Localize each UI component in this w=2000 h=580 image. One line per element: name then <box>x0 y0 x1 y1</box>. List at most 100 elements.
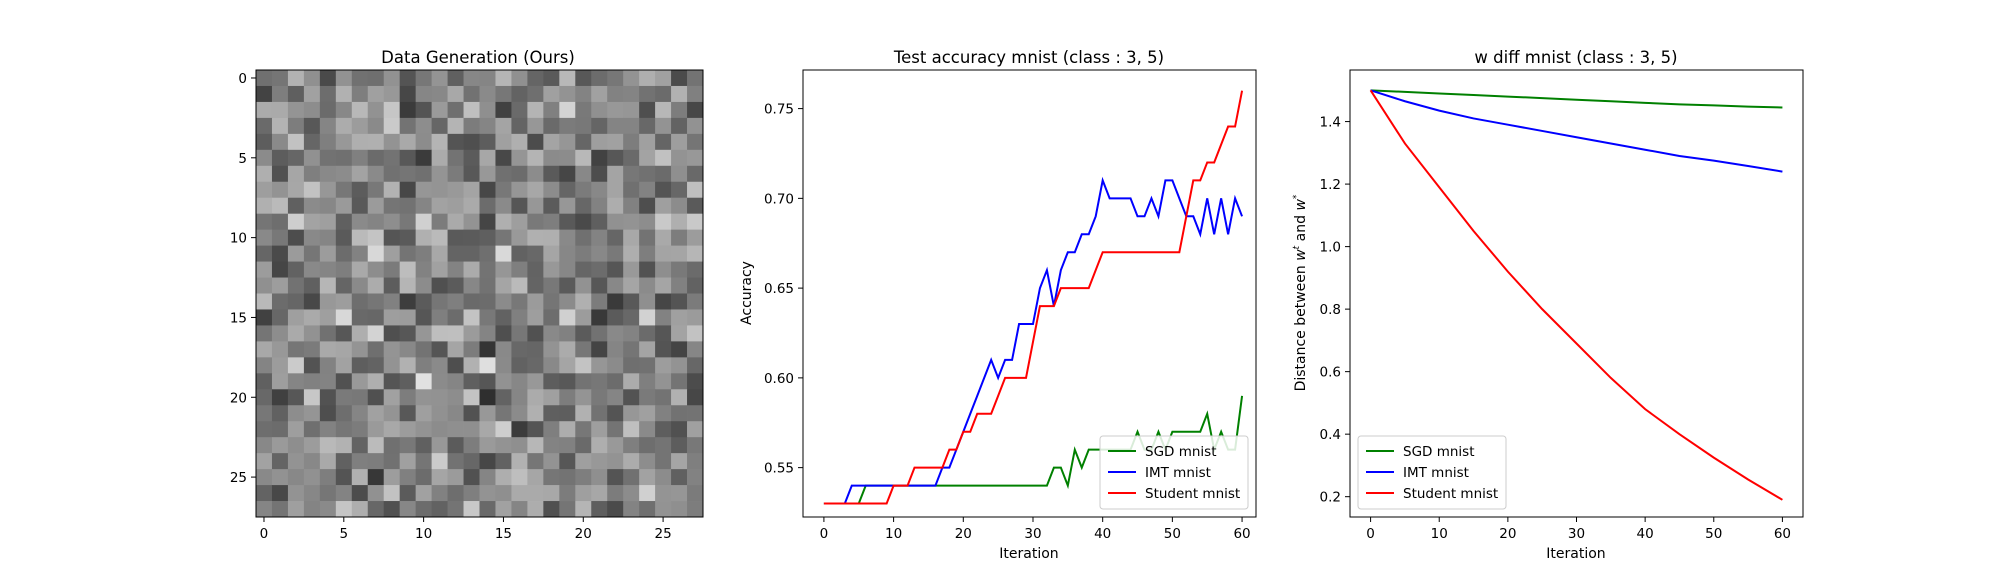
accuracy-series-student-mnist <box>823 90 1244 505</box>
heatmap-cell <box>527 85 544 103</box>
heatmap-cell <box>495 437 512 454</box>
heatmap-cell <box>319 85 337 103</box>
heatmap-cell <box>543 197 560 215</box>
heatmap-cell <box>367 197 385 215</box>
heatmap-cell <box>687 501 704 518</box>
heatmap-cell <box>543 325 560 342</box>
heatmap-cell <box>351 229 369 246</box>
heatmap-cell <box>543 181 560 199</box>
heatmap-cell <box>495 341 512 358</box>
wdiff-ytick-label: 0.6 <box>1320 365 1341 381</box>
heatmap-cell <box>671 70 688 87</box>
heatmap-cell <box>447 485 464 502</box>
heatmap-cell <box>527 245 544 262</box>
heatmap-cell <box>351 373 369 390</box>
heatmap-cell <box>607 70 624 87</box>
heatmap-cell <box>575 101 592 119</box>
heatmap-cell <box>463 197 480 215</box>
heatmap-cell <box>335 341 353 358</box>
accuracy-xtick-label: 50 <box>1164 526 1181 542</box>
heatmap-cell <box>367 357 385 374</box>
heatmap-cell <box>511 501 528 518</box>
heatmap-cell <box>511 261 528 278</box>
heatmap-cell <box>256 85 273 103</box>
heatmap-cell <box>479 437 496 454</box>
heatmap-cell <box>607 229 624 246</box>
heatmap-cell <box>447 469 464 486</box>
heatmap-cell <box>319 469 337 486</box>
heatmap-cell <box>559 101 576 119</box>
heatmap-cell <box>639 213 656 231</box>
accuracy-xtick-label: 60 <box>1233 526 1250 542</box>
heatmap-cell <box>383 293 401 310</box>
heatmap-cell <box>367 405 385 422</box>
heatmap-cell <box>463 373 480 390</box>
heatmap-cell <box>367 341 385 358</box>
heatmap-cell <box>383 469 401 486</box>
heatmap-cell <box>335 469 353 486</box>
heatmap-cell <box>607 389 624 406</box>
heatmap-cell <box>671 501 688 518</box>
heatmap-cell <box>399 485 417 502</box>
heatmap-cell <box>447 357 464 374</box>
heatmap-cell <box>351 245 369 262</box>
heatmap-cell <box>303 229 321 246</box>
heatmap-cell <box>687 149 704 167</box>
heatmap-cell <box>287 165 305 183</box>
wdiff-ytick-label: 0.4 <box>1320 427 1341 443</box>
heatmap-cell <box>495 389 512 406</box>
heatmap-panel: Data Generation (Ours) 0 5 10 15 20 25 0 5 10 15 2… <box>230 48 704 542</box>
heatmap-cell <box>303 101 321 119</box>
heatmap-cell <box>527 117 544 135</box>
heatmap-cell <box>415 70 432 87</box>
heatmap-cell <box>687 389 704 406</box>
heatmap-cell <box>271 277 289 294</box>
heatmap-cell <box>256 277 273 294</box>
wdiff-series-student-mnist <box>1369 89 1783 501</box>
heatmap-cell <box>495 85 512 103</box>
heatmap-cell <box>463 133 480 151</box>
heatmap-cell <box>687 117 704 135</box>
heatmap-cell <box>351 133 369 151</box>
heatmap-cell <box>671 245 688 262</box>
heatmap-cell <box>591 373 608 390</box>
heatmap-cell <box>559 197 576 215</box>
heatmap-cell <box>543 485 560 502</box>
heatmap-cell <box>543 389 560 406</box>
heatmap-cell <box>383 325 401 342</box>
heatmap-cell <box>495 117 512 135</box>
heatmap-cell <box>256 261 273 278</box>
heatmap-cell <box>623 453 640 470</box>
heatmap-cell <box>591 229 608 246</box>
heatmap-cell <box>256 181 273 199</box>
heatmap-cell <box>447 197 464 215</box>
heatmap-cell <box>415 181 432 199</box>
heatmap-cell <box>415 197 432 215</box>
heatmap-cell <box>463 117 480 135</box>
heatmap-cell <box>559 133 576 151</box>
heatmap-cell <box>319 165 337 183</box>
heatmap-cell <box>319 421 337 438</box>
heatmap-cell <box>687 101 704 119</box>
heatmap-cell <box>256 501 273 518</box>
heatmap-cell <box>256 421 273 438</box>
heatmap-cell <box>591 85 608 103</box>
heatmap-cell <box>383 101 401 119</box>
heatmap-cell <box>591 133 608 151</box>
heatmap-title: Data Generation (Ours) <box>381 48 575 67</box>
heatmap-cell <box>479 165 496 183</box>
heatmap-cell <box>671 469 688 486</box>
heatmap-cell <box>543 341 560 358</box>
heatmap-cell <box>319 117 337 135</box>
heatmap-cell <box>527 437 544 454</box>
heatmap-cell <box>575 229 592 246</box>
heatmap-cell <box>383 261 401 278</box>
heatmap-cell <box>383 341 401 358</box>
heatmap-cell <box>415 501 432 518</box>
heatmap-cell <box>591 389 608 406</box>
heatmap-cell <box>319 277 337 294</box>
heatmap-cell <box>527 213 544 231</box>
wdiff-legend-label: Student mnist <box>1403 486 1498 502</box>
heatmap-cell <box>623 293 640 310</box>
wdiff-ytick-label: 0.8 <box>1320 302 1341 318</box>
